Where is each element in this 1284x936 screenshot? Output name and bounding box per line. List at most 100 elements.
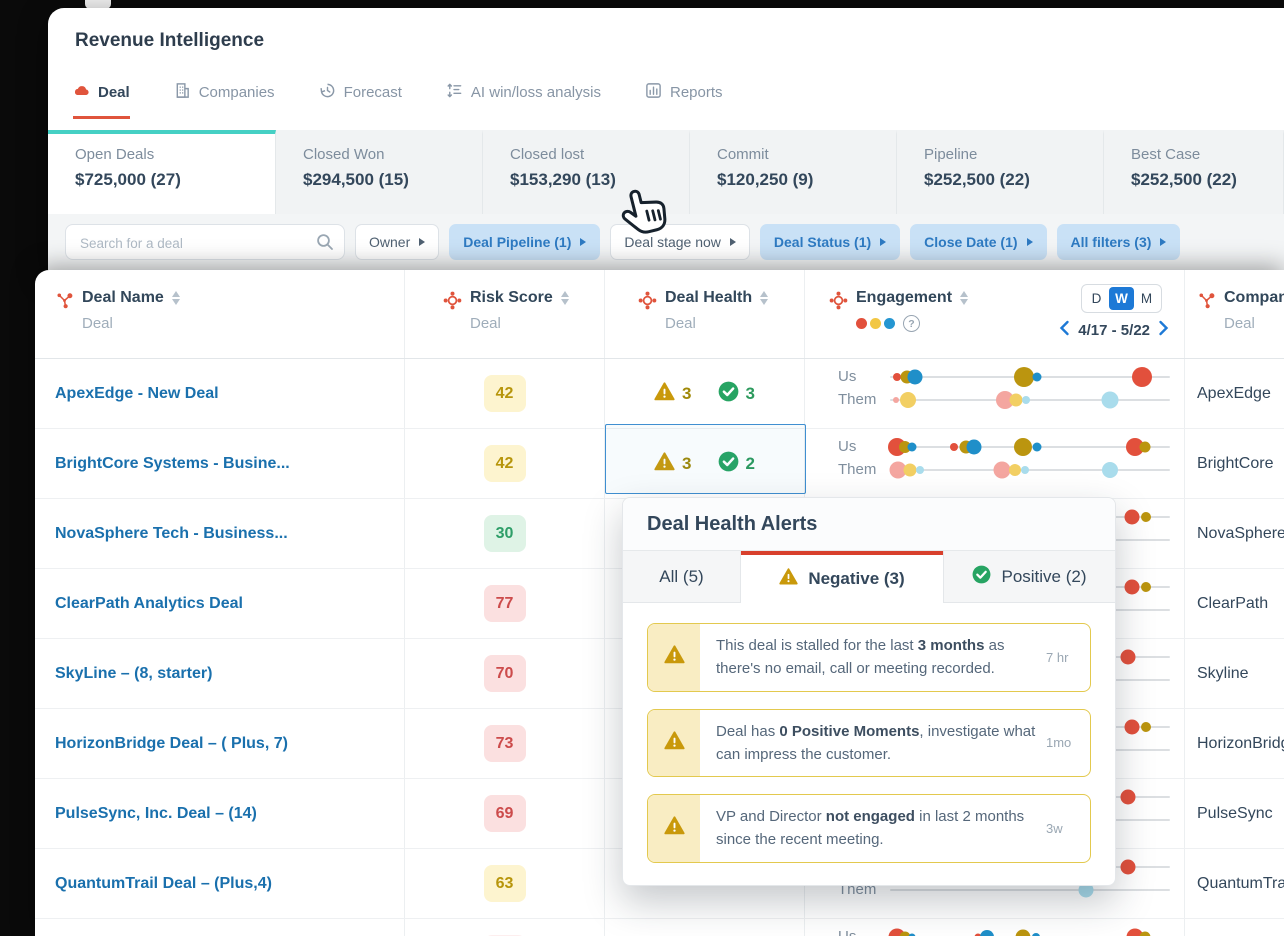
deal-name-link[interactable]: HorizonBridge Deal – ( Plus, 7) xyxy=(55,734,288,752)
companies-icon xyxy=(174,82,191,103)
negative-alerts: 3 xyxy=(654,381,692,407)
filter-button-owner[interactable]: Owner xyxy=(355,224,440,260)
alert-icon-area xyxy=(648,624,700,691)
engagement-cell: Us Them xyxy=(805,429,1185,498)
deal-health-alerts-popup: Deal Health Alerts All (5) Negative (3) Po… xyxy=(622,497,1116,886)
nav-tab-forecast[interactable]: Forecast xyxy=(319,82,402,119)
filter-buttons: Owner Deal Pipeline (1) Deal stage now Deal… xyxy=(355,224,1181,260)
search-input[interactable] xyxy=(78,225,312,261)
nav-tab-ai-win-loss-analysis[interactable]: AI win/loss analysis xyxy=(446,82,601,119)
sort-icon[interactable] xyxy=(960,291,969,305)
chevron-left-icon[interactable] xyxy=(1058,320,1071,340)
deal-name-cell: PulseSync, Inc. Deal – (14) xyxy=(35,779,405,848)
risk-score-badge: 42 xyxy=(483,375,526,412)
engagement-dot xyxy=(1139,931,1151,936)
risk-score-cell: 73 xyxy=(405,709,605,778)
engagement-timeline-them xyxy=(890,882,1170,898)
sort-icon[interactable] xyxy=(171,291,180,305)
company-name: BrightCore xyxy=(1197,454,1274,472)
warning-icon xyxy=(779,567,798,591)
nav-tab-reports[interactable]: Reports xyxy=(645,82,723,119)
caret-right-icon xyxy=(729,238,736,246)
company-cell: QuantumTrail xyxy=(1185,849,1284,918)
stat-card-commit[interactable]: Commit $120,250 (9) xyxy=(690,130,897,214)
engagement-dot xyxy=(892,397,899,403)
engagement-dot xyxy=(993,461,1011,479)
stat-value: $252,500 (22) xyxy=(924,170,1030,189)
positive-count: 2 xyxy=(745,453,755,473)
engagement-timeline-them xyxy=(889,461,1170,479)
negative-count: 3 xyxy=(682,453,692,473)
granularity-m[interactable]: M xyxy=(1140,291,1153,306)
table-row: BrightCore Systems - Busine... 42 3 2 Us Them… xyxy=(35,429,1284,499)
alert-message-text: VP and Director not engaged in last 2 mo… xyxy=(716,808,1025,849)
caret-right-icon xyxy=(880,238,887,246)
engagement-dot xyxy=(1022,396,1031,404)
table-header: Deal Name Deal Risk Score Deal Deal Heal… xyxy=(35,270,1284,359)
granularity-d[interactable]: D xyxy=(1091,291,1102,306)
background-window-notch xyxy=(85,0,111,9)
filter-button-deal-pipeline-1-[interactable]: Deal Pipeline (1) xyxy=(449,224,601,260)
company-cell: PulseSync xyxy=(1185,779,1284,848)
granularity-w[interactable]: W xyxy=(1109,287,1134,310)
column-header-risk-score[interactable]: Risk Score Deal xyxy=(405,270,605,358)
engagement-dot xyxy=(1140,722,1151,732)
nav-tab-deal[interactable]: Deal xyxy=(73,82,130,119)
engagement-dot xyxy=(966,439,982,455)
engagement-dot xyxy=(1120,649,1136,665)
nav-tab-companies[interactable]: Companies xyxy=(174,82,275,119)
help-icon[interactable]: ? xyxy=(903,315,920,332)
risk-score-cell: 42 xyxy=(405,429,605,498)
deal-name-link[interactable]: PulseSync, Inc. Deal – (14) xyxy=(55,804,257,822)
deal-health-cell[interactable] xyxy=(605,919,805,936)
column-header-company[interactable]: Company Deal xyxy=(1185,270,1284,358)
stat-card-pipeline[interactable]: Pipeline $252,500 (22) xyxy=(897,130,1104,214)
engagement-dot xyxy=(995,391,1014,409)
engagement-cell: Us Them xyxy=(805,359,1185,428)
warning-icon xyxy=(654,451,675,477)
filter-button-all-filters-3-[interactable]: All filters (3) xyxy=(1056,224,1181,260)
risk-score-badge: 69 xyxy=(483,795,526,832)
stat-label: Open Deals xyxy=(75,146,155,163)
deal-name-link[interactable]: NovaSphere Tech - Business... xyxy=(55,524,288,542)
stat-card-closed-lost[interactable]: Closed lost $153,290 (13) xyxy=(483,130,690,214)
deal-name-link[interactable]: QuantumTrail Deal – (Plus,4) xyxy=(55,874,272,892)
risk-score-badge: 70 xyxy=(483,655,526,692)
column-header-deal-health[interactable]: Deal Health Deal xyxy=(605,270,805,358)
popup-tab-negative-3-[interactable]: Negative (3) xyxy=(741,551,943,603)
filter-button-deal-status-1-[interactable]: Deal Status (1) xyxy=(759,224,901,260)
deal-search-box[interactable] xyxy=(65,224,345,261)
popup-tab-positive-2-[interactable]: Positive (2) xyxy=(943,551,1115,603)
column-subtitle: Deal xyxy=(1224,315,1255,332)
legend-dot xyxy=(870,318,881,329)
deal-name-link[interactable]: ClearPath Analytics Deal xyxy=(55,594,243,612)
engagement-dot xyxy=(1126,928,1144,936)
deal-name-link[interactable]: SkyLine – (8, starter) xyxy=(55,664,213,682)
table-row: ApexEdge - New Deal 42 3 3 Us Them ApexEdge xyxy=(35,359,1284,429)
stat-card-closed-won[interactable]: Closed Won $294,500 (15) xyxy=(276,130,483,214)
sort-icon[interactable] xyxy=(760,291,769,305)
stat-value: $153,290 (13) xyxy=(510,170,616,189)
stat-card-best-case[interactable]: Best Case $252,500 (22) xyxy=(1104,130,1284,214)
sort-icon[interactable] xyxy=(560,291,569,305)
company-cell: NovaSphere xyxy=(1185,499,1284,568)
popup-tab-all-5-[interactable]: All (5) xyxy=(623,551,741,603)
stat-card-open-deals[interactable]: Open Deals $725,000 (27) xyxy=(48,130,276,214)
filter-button-label: Deal Status (1) xyxy=(773,234,872,250)
engagement-dot xyxy=(1124,719,1140,735)
filter-button-deal-stage-now[interactable]: Deal stage now xyxy=(610,224,750,260)
column-header-deal-name[interactable]: Deal Name Deal xyxy=(35,270,405,358)
engagement-dot xyxy=(907,442,917,452)
deal-name-link[interactable]: BrightCore Systems - Busine... xyxy=(55,454,290,472)
engagement-dot xyxy=(1020,466,1029,474)
deal-name-link[interactable]: ApexEdge - New Deal xyxy=(55,384,219,402)
filter-button-close-date-1-[interactable]: Close Date (1) xyxy=(910,224,1047,260)
chevron-right-icon[interactable] xyxy=(1157,320,1170,340)
risk-score-badge: 63 xyxy=(483,865,526,902)
